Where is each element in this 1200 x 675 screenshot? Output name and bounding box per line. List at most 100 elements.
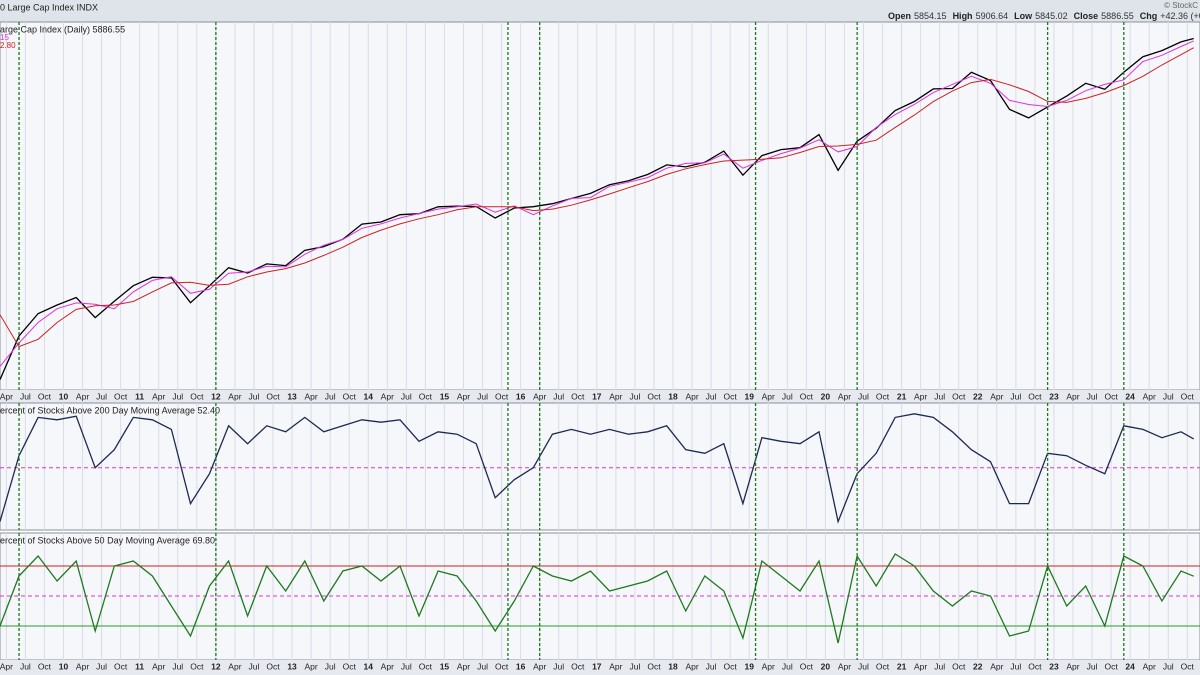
x-tick-label: Apr (838, 391, 851, 401)
series-line (0, 413, 1195, 524)
x-tick-label: Apr (914, 661, 927, 671)
x-tick-label: 24 (1125, 661, 1135, 671)
x-tick-label: Apr (304, 391, 317, 401)
legend-entry: ercent of Stocks Above 200 Day Moving Av… (0, 405, 220, 415)
x-tick-label: Jul (1163, 661, 1174, 671)
legend-entry: arge Cap Index (Daily) 5886.55 (0, 24, 125, 34)
series-line (0, 40, 1194, 367)
x-tick-label: Oct (1181, 391, 1195, 401)
x-tick-label: Apr (990, 661, 1003, 671)
x-tick-label: Jul (1010, 391, 1021, 401)
x-tick-label: Apr (304, 661, 317, 671)
x-tick-label: Jul (553, 391, 564, 401)
x-tick-label: Apr (152, 661, 165, 671)
x-tick-label: 13 (287, 391, 297, 401)
x-tick-label: Jul (1087, 391, 1098, 401)
x-tick-label: 14 (364, 661, 374, 671)
x-tick-label: Jul (477, 391, 488, 401)
x-tick-label: Oct (724, 661, 738, 671)
quote-value: 5886.55 (1101, 11, 1134, 21)
x-tick-label: 23 (1049, 391, 1059, 401)
x-tick-label: Apr (533, 391, 546, 401)
x-tick-label: 18 (668, 661, 678, 671)
x-tick-label: Apr (685, 661, 698, 671)
x-tick-label: Oct (571, 661, 585, 671)
axis-strip (0, 660, 1200, 675)
x-tick-label: Apr (914, 391, 927, 401)
x-tick-label: Apr (0, 391, 13, 401)
x-tick-label: Oct (266, 391, 280, 401)
x-tick-label: Jul (858, 391, 869, 401)
x-tick-label: Oct (419, 391, 433, 401)
x-tick-label: Jul (782, 391, 793, 401)
x-tick-label: 17 (592, 391, 602, 401)
x-tick-label: Apr (76, 391, 89, 401)
x-tick-label: Oct (876, 661, 890, 671)
x-tick-label: 22 (973, 391, 983, 401)
x-tick-label: Apr (1066, 661, 1079, 671)
x-tick-label: Apr (685, 391, 698, 401)
quote-value: 5906.64 (976, 11, 1009, 21)
x-tick-label: 15 (440, 661, 450, 671)
x-tick-label: 14 (364, 391, 374, 401)
x-tick-label: Apr (152, 391, 165, 401)
breadth-50-panel (0, 532, 1200, 661)
x-tick-label: Oct (724, 391, 738, 401)
x-tick-label: Oct (952, 661, 966, 671)
series-line (0, 47, 1194, 348)
x-tick-label: 10 (59, 391, 69, 401)
x-tick-label: Jul (1163, 391, 1174, 401)
x-tick-label: Jul (934, 661, 945, 671)
series-line (0, 553, 1194, 644)
x-tick-label: Apr (990, 391, 1003, 401)
x-tick-label: 20 (821, 661, 831, 671)
x-tick-label: Oct (495, 391, 509, 401)
breadth-200-panel (0, 402, 1200, 531)
x-tick-label: Jul (858, 661, 869, 671)
x-tick-label: Apr (838, 661, 851, 671)
x-tick-label: Apr (76, 661, 89, 671)
x-tick-label: 11 (135, 391, 144, 401)
x-tick-label: Jul (477, 661, 488, 671)
x-tick-label: Oct (38, 661, 52, 671)
x-tick-label: Oct (38, 391, 52, 401)
quote-label: Open (888, 11, 911, 21)
x-tick-label: Jul (553, 661, 564, 671)
x-tick-label: Oct (647, 661, 661, 671)
axis-strip (0, 390, 1200, 403)
legend-entry: 2.80 (0, 41, 16, 50)
x-tick-label: Apr (0, 661, 13, 671)
x-tick-label: 18 (668, 391, 678, 401)
x-tick-label: 12 (211, 391, 221, 401)
x-tick-label: Apr (1143, 391, 1156, 401)
x-tick-label: Jul (706, 391, 717, 401)
x-tick-label: Apr (609, 661, 622, 671)
x-tick-label: Oct (114, 391, 128, 401)
x-tick-label: 15 (440, 391, 450, 401)
x-tick-label: Apr (228, 391, 241, 401)
x-tick-label: Jul (172, 661, 183, 671)
x-tick-label: Apr (762, 661, 775, 671)
x-tick-label: 16 (516, 391, 526, 401)
x-tick-label: 12 (211, 661, 221, 671)
quote-label: Chg (1140, 11, 1158, 21)
x-tick-label: Oct (1181, 661, 1195, 671)
x-tick-label: Jul (96, 391, 107, 401)
x-tick-label: Jul (325, 391, 336, 401)
x-tick-label: Jul (706, 661, 717, 671)
x-tick-label: Apr (1143, 661, 1156, 671)
x-tick-label: Oct (1104, 391, 1118, 401)
x-tick-label: Apr (381, 661, 394, 671)
quote-value: 5854.15 (914, 11, 947, 21)
x-tick-label: 21 (897, 391, 907, 401)
x-tick-label: Jul (629, 391, 640, 401)
quote-label: High (953, 11, 973, 21)
x-tick-label: Oct (876, 391, 890, 401)
x-tick-label: Apr (609, 391, 622, 401)
x-tick-label: 11 (135, 661, 144, 671)
x-tick-label: Oct (952, 391, 966, 401)
x-tick-label: Apr (1066, 391, 1079, 401)
x-tick-label: Jul (1010, 661, 1021, 671)
x-tick-label: 10 (59, 661, 69, 671)
